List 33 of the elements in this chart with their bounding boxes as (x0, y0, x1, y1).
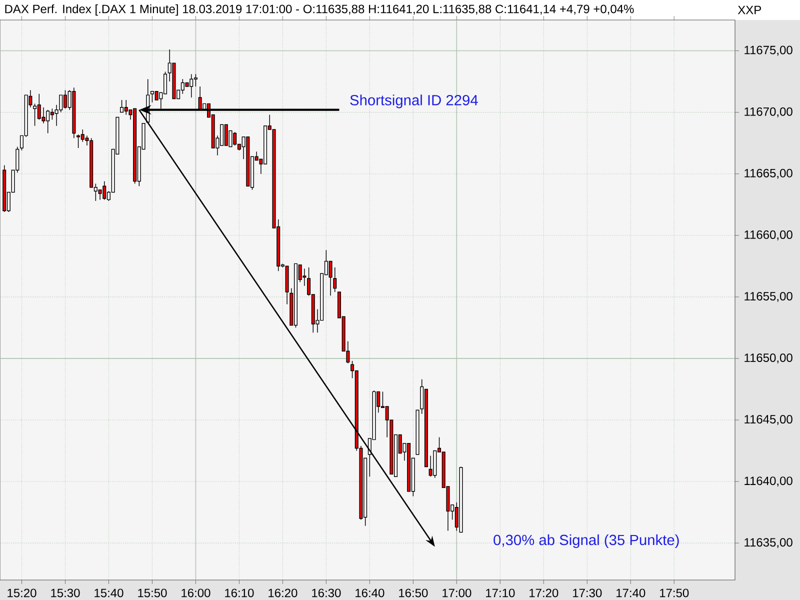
y-tick-label: 11660,00 (744, 230, 792, 240)
x-tick-label: 17:40 (616, 588, 646, 598)
y-tick-label: 11675,00 (744, 46, 792, 56)
y-tick-label: 11670,00 (744, 107, 792, 118)
x-tick-label: 16:50 (399, 588, 428, 598)
x-tick-label: 15:50 (138, 588, 167, 598)
y-tick-label: 11635,00 (744, 538, 792, 548)
x-tick-label: 17:10 (486, 588, 515, 598)
x-tick-label: 17:20 (530, 588, 558, 598)
x-tick-label: 17:50 (660, 588, 689, 598)
x-tick-label: 17:30 (573, 588, 602, 598)
y-tick-label: 11665,00 (744, 168, 792, 179)
y-tick-label: 11650,00 (744, 353, 792, 364)
annotation: 0,30% ab Signal (35 Punkte) (494, 534, 679, 548)
candlestick (333, 267, 337, 292)
y-tick-label: 11655,00 (744, 292, 792, 302)
x-tick-label: 16:20 (268, 588, 298, 598)
annotation: Shortsignal ID 2294 (350, 94, 478, 108)
x-tick-label: 16:00 (182, 588, 210, 598)
x-tick-label: 17:00 (442, 588, 472, 598)
x-tick-label: 16:40 (356, 588, 384, 598)
x-tick-label: 15:40 (94, 588, 124, 598)
x-tick-label: 16:10 (225, 588, 254, 598)
chart-title: DAX Perf. Index [.DAX 1 Minute] 18.03.2019 17:01:00 - O:11635,88 H:11641,20 L:11635,88 C:11641,14 +4,79 +0,04% (5, 4, 634, 16)
x-tick-label: 15:20 (8, 588, 36, 598)
y-axis-title: XXP (738, 6, 761, 14)
x-tick-label: 16:30 (312, 588, 341, 598)
y-tick-label: 11640,00 (744, 476, 792, 486)
candlestick (42, 107, 46, 124)
y-tick-label: 11645,00 (744, 415, 792, 425)
x-tick-label: 15:30 (51, 588, 80, 598)
candlestick (302, 268, 306, 286)
candlestick (72, 87, 76, 139)
